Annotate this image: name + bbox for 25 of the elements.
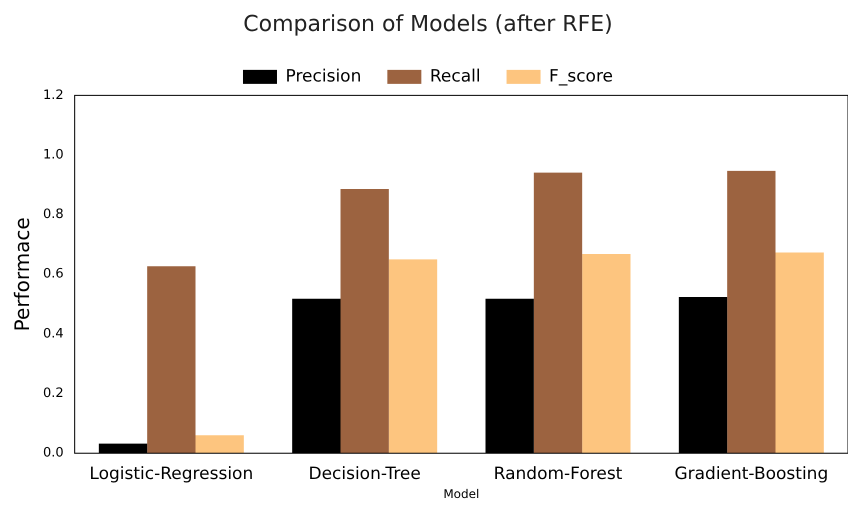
y-tick-label: 0.8 (42, 207, 64, 222)
bar (534, 172, 582, 454)
bar (727, 170, 776, 454)
y-tick-label: 1.0 (42, 147, 64, 162)
y-tick-label: 1.2 (42, 88, 64, 103)
chart-title: Comparison of Models (after RFE) (243, 12, 613, 37)
bar (196, 435, 244, 454)
y-axis-title: Performace (10, 217, 34, 332)
x-tick-label: Decision-Tree (308, 464, 421, 484)
bar (340, 189, 389, 454)
x-tick-label: Gradient-Boosting (674, 464, 828, 484)
legend-label: F_score (549, 66, 614, 86)
x-tick-label: Random-Forest (494, 464, 623, 484)
x-tick-label: Logistic-Regression (89, 464, 254, 484)
bar (776, 252, 824, 454)
x-axis-title: Model (443, 486, 480, 501)
legend-label: Recall (430, 66, 481, 86)
y-tick-label: 0.6 (42, 266, 64, 282)
y-tick-label: 0.0 (42, 446, 64, 461)
bar (388, 259, 438, 454)
legend-label: Precision (285, 66, 362, 86)
bar (582, 254, 630, 454)
bar (147, 266, 196, 454)
y-tick-label: 0.4 (42, 326, 64, 342)
y-tick-label: 0.2 (42, 386, 64, 401)
